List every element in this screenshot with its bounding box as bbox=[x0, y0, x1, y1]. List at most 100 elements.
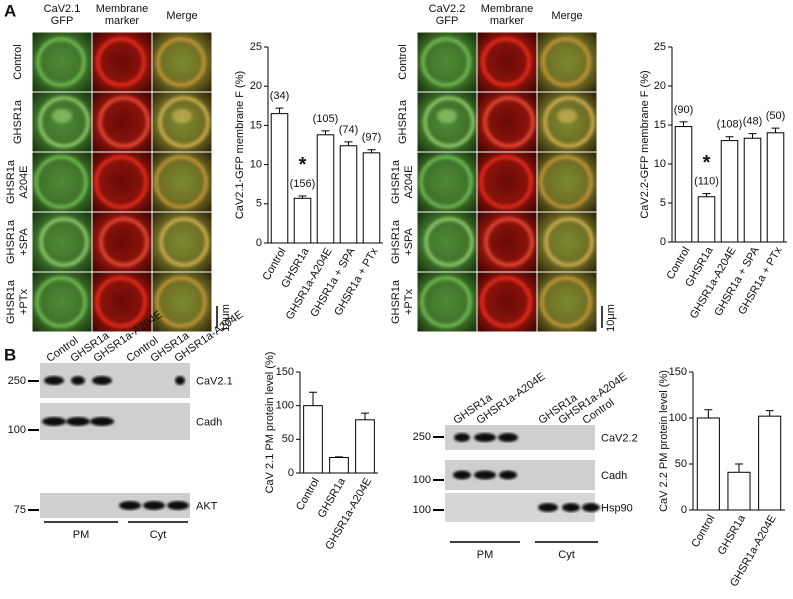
micrograph bbox=[92, 272, 152, 332]
n-label: (74) bbox=[339, 124, 359, 136]
bar bbox=[743, 137, 762, 243]
bar bbox=[293, 197, 312, 244]
y-tick-label: 5 bbox=[660, 197, 666, 209]
significance: * bbox=[703, 152, 711, 174]
row-label: +SPA bbox=[18, 228, 30, 256]
error-bar bbox=[361, 412, 369, 420]
y-tick-label: 0 bbox=[660, 236, 666, 248]
column-header: CaV2.2 bbox=[429, 3, 466, 15]
row-label: GHSR1a bbox=[5, 279, 17, 324]
row-label: A204E bbox=[403, 165, 415, 198]
micrograph bbox=[477, 152, 537, 212]
scale-bar-label: 10μm bbox=[605, 304, 617, 332]
group-label: Cyt bbox=[558, 549, 575, 561]
cell-spot bbox=[437, 109, 457, 123]
row-label: GHSR1a bbox=[390, 159, 402, 204]
group-label: Cyt bbox=[150, 529, 167, 541]
bar bbox=[270, 113, 289, 244]
bar bbox=[339, 145, 358, 244]
cell-outline bbox=[156, 37, 206, 87]
blot-strip bbox=[40, 363, 190, 398]
bar bbox=[758, 415, 782, 511]
cell-outline bbox=[480, 276, 532, 328]
band-label: CaV2.2 bbox=[601, 432, 638, 444]
cell-outline bbox=[484, 217, 534, 267]
blot-band bbox=[453, 470, 471, 480]
row-label: GHSR1a bbox=[390, 219, 402, 264]
mw-marker: 250 bbox=[413, 431, 431, 443]
bar bbox=[674, 126, 693, 243]
cell-outline bbox=[155, 276, 207, 328]
cell-outline bbox=[94, 155, 148, 209]
row-label: Control bbox=[397, 44, 409, 79]
y-tick-label: 150 bbox=[276, 366, 294, 378]
band-label: Cadh bbox=[196, 416, 222, 428]
micrograph bbox=[152, 152, 212, 212]
bar bbox=[696, 417, 720, 511]
panel-label: B bbox=[4, 345, 16, 364]
error-bar bbox=[335, 456, 343, 458]
column-header: marker bbox=[490, 15, 525, 27]
cell-spot bbox=[52, 109, 72, 123]
error-bar bbox=[765, 410, 774, 417]
mw-marker: 75 bbox=[14, 504, 26, 516]
cell-outline bbox=[424, 217, 474, 267]
row-label: A204E bbox=[18, 165, 30, 198]
column-header: Merge bbox=[166, 10, 197, 22]
micrograph bbox=[477, 92, 537, 152]
micrograph bbox=[537, 32, 597, 92]
blot-band bbox=[119, 501, 141, 510]
y-tick-label: 20 bbox=[654, 80, 666, 92]
n-label: (156) bbox=[290, 178, 316, 190]
x-tick-label: Control bbox=[689, 513, 717, 550]
n-label: (105) bbox=[313, 113, 339, 125]
micrograph bbox=[32, 32, 92, 92]
micrograph bbox=[417, 272, 477, 332]
cell-spot bbox=[172, 109, 192, 123]
y-tick-label: 100 bbox=[276, 400, 294, 412]
cell-outline bbox=[159, 217, 209, 267]
cell-outline bbox=[481, 37, 531, 87]
micrograph bbox=[417, 32, 477, 92]
group-label: PM bbox=[73, 529, 90, 541]
cell-outline bbox=[96, 37, 146, 87]
cell-outline bbox=[39, 217, 89, 267]
bar bbox=[329, 457, 349, 474]
mw-marker: 250 bbox=[8, 375, 26, 387]
blot-band bbox=[498, 433, 518, 442]
y-tick-label: 0 bbox=[288, 467, 294, 479]
micrograph bbox=[152, 272, 212, 332]
cell-outline bbox=[158, 96, 210, 148]
error-bar bbox=[748, 133, 757, 139]
y-axis-label: CaV 2.2 PM protein level (%) bbox=[658, 370, 670, 512]
blot-band bbox=[44, 376, 64, 385]
cell-outline bbox=[540, 276, 592, 328]
cell-spot bbox=[557, 109, 577, 123]
panel-label: A bbox=[4, 1, 16, 20]
y-tick-label: 25 bbox=[654, 41, 666, 53]
cell-outline bbox=[483, 96, 535, 148]
y-tick-label: 10 bbox=[250, 159, 262, 171]
n-label: (97) bbox=[362, 132, 382, 144]
column-header: marker bbox=[105, 15, 140, 27]
cell-outline bbox=[539, 155, 593, 209]
cell-outline bbox=[36, 37, 86, 87]
n-label: (108) bbox=[717, 119, 743, 131]
cell-outline bbox=[38, 96, 90, 148]
cell-outline bbox=[34, 155, 88, 209]
blot-band bbox=[499, 470, 517, 480]
row-label: +PTx bbox=[403, 289, 415, 315]
blot-band bbox=[143, 501, 165, 510]
y-tick-label: 5 bbox=[256, 198, 262, 210]
y-axis-label: CaV2.1-GFP membrane F (%) bbox=[234, 71, 246, 219]
error-bar bbox=[275, 107, 284, 114]
micrograph bbox=[417, 152, 477, 212]
row-label: +SPA bbox=[403, 228, 415, 256]
row-label: GHSR1a bbox=[12, 99, 24, 144]
mw-marker: 100 bbox=[413, 474, 431, 486]
blot-band bbox=[71, 376, 85, 385]
significance: * bbox=[299, 154, 307, 176]
error-bar bbox=[702, 193, 711, 197]
cell-outline bbox=[544, 217, 594, 267]
